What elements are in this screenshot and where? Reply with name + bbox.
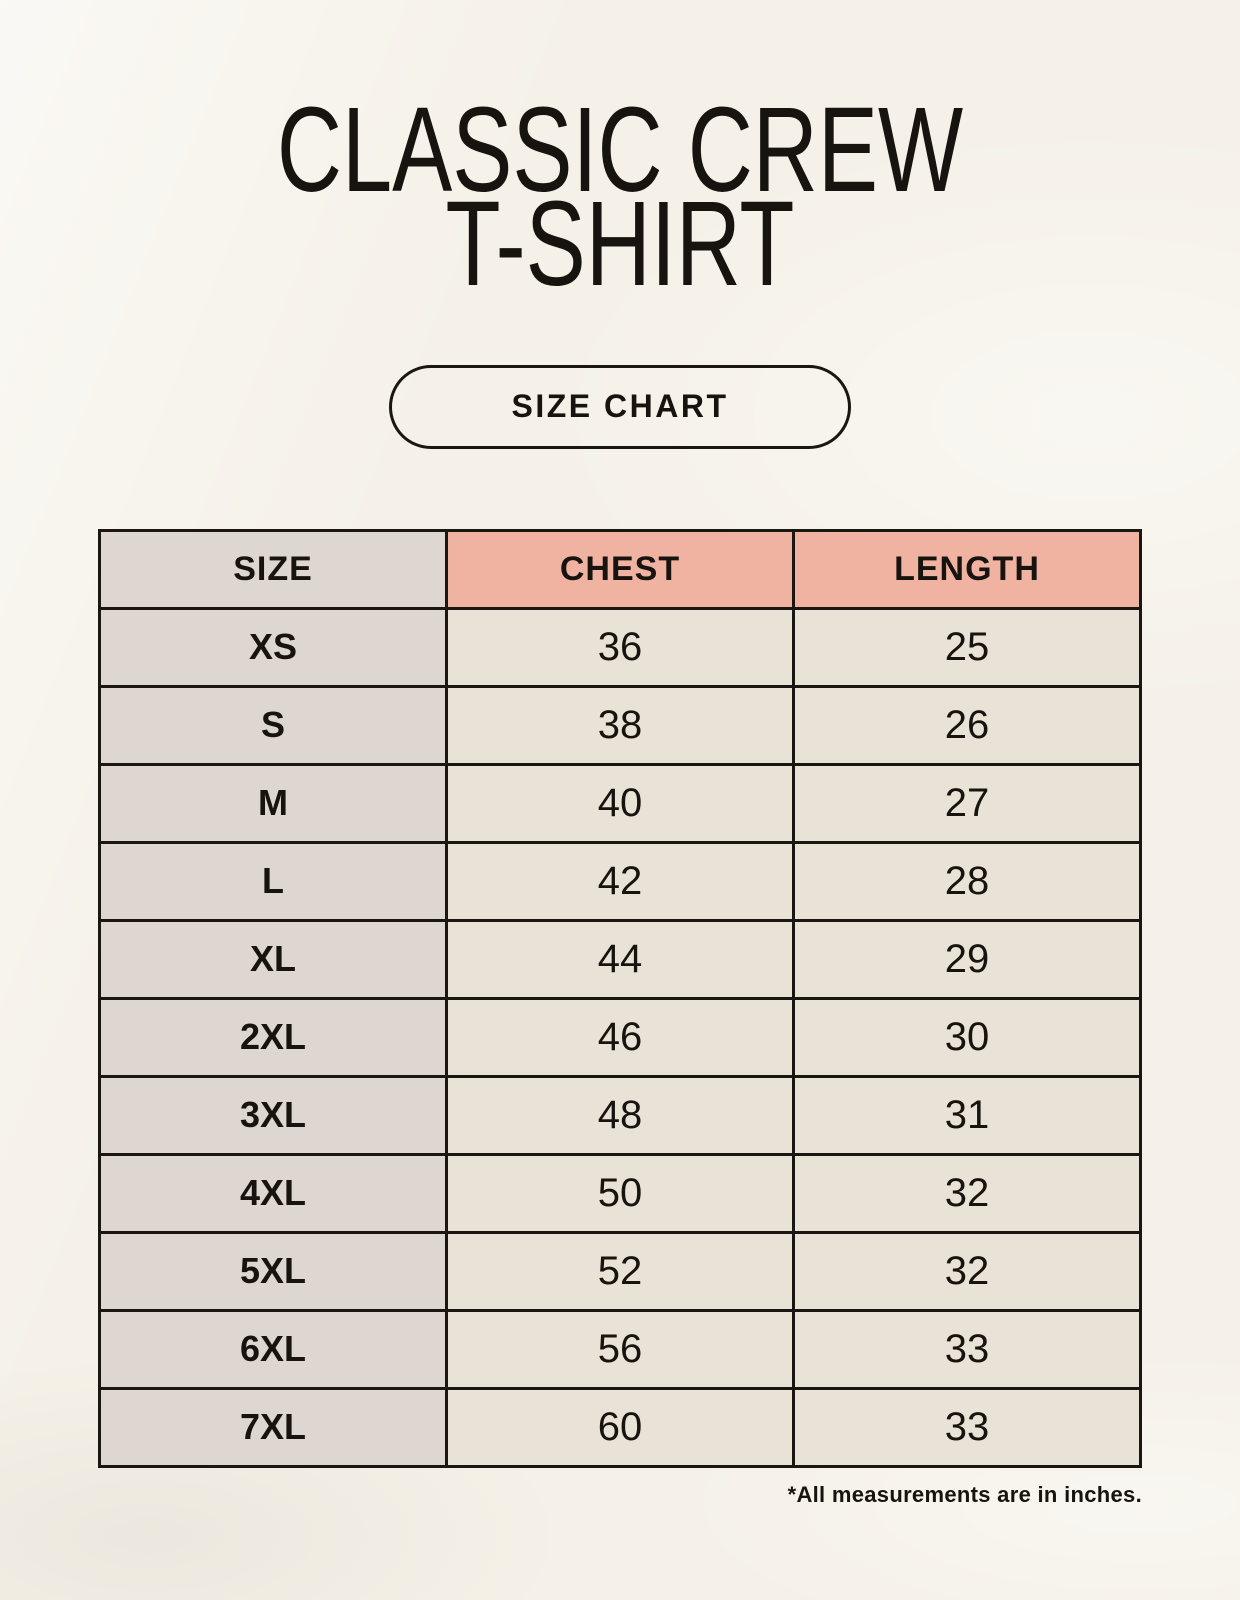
size-cell: XL	[98, 918, 448, 1000]
size-cell: 4XL	[98, 1152, 448, 1234]
chest-cell: 36	[445, 606, 795, 688]
table-row: 7XL 60 33	[98, 1386, 1142, 1468]
length-cell: 33	[792, 1386, 1142, 1468]
size-cell: M	[98, 762, 448, 844]
page-title-line1: CLASSIC CREW	[276, 81, 964, 217]
column-header-length: LENGTH	[792, 528, 1142, 610]
chest-cell: 42	[445, 840, 795, 922]
size-chart-button-label: SIZE CHART	[511, 388, 729, 425]
measurements-footnote: *All measurements are in inches.	[787, 1481, 1142, 1507]
chest-cell: 44	[445, 918, 795, 1000]
size-cell: S	[98, 684, 448, 766]
length-cell: 27	[792, 762, 1142, 844]
size-cell: 2XL	[98, 996, 448, 1078]
chest-cell: 60	[445, 1386, 795, 1468]
length-cell: 32	[792, 1230, 1142, 1312]
size-cell: 5XL	[98, 1230, 448, 1312]
size-cell: 6XL	[98, 1308, 448, 1390]
size-cell: L	[98, 840, 448, 922]
chest-cell: 40	[445, 762, 795, 844]
chest-cell: 50	[445, 1152, 795, 1234]
page-title-line2: T-SHIRT	[445, 175, 795, 312]
chest-cell: 46	[445, 996, 795, 1078]
length-cell: 28	[792, 840, 1142, 922]
size-chart-header: SIZE CHEST LENGTH	[98, 528, 1142, 610]
length-cell: 25	[792, 606, 1142, 688]
table-row: 4XL 50 32	[98, 1152, 1142, 1234]
chest-cell: 48	[445, 1074, 795, 1156]
length-cell: 30	[792, 996, 1142, 1078]
table-row: 5XL 52 32	[98, 1230, 1142, 1312]
table-row: XL 44 29	[98, 918, 1142, 1000]
chest-cell: 38	[445, 684, 795, 766]
length-cell: 32	[792, 1152, 1142, 1234]
table-row: M 40 27	[98, 762, 1142, 844]
size-cell: 7XL	[98, 1386, 448, 1468]
length-cell: 33	[792, 1308, 1142, 1390]
table-row: L 42 28	[98, 840, 1142, 922]
size-cell: XS	[98, 606, 448, 688]
table-row: 3XL 48 31	[98, 1074, 1142, 1156]
table-row: S 38 26	[98, 684, 1142, 766]
table-row: XS 36 25	[98, 606, 1142, 688]
page-title: CLASSIC CREW T-SHIRT	[158, 81, 1082, 312]
length-cell: 31	[792, 1074, 1142, 1156]
column-header-size: SIZE	[98, 528, 448, 610]
column-header-chest: CHEST	[445, 528, 795, 610]
chest-cell: 52	[445, 1230, 795, 1312]
size-chart-body: XS 36 25 S 38 26 M 40 27 L 42 28 XL 44 29 2XL 46 30 3XL 48 3…	[98, 606, 1142, 1468]
size-chart-section: SIZE CHEST LENGTH XS 36 25 S 38 26 M 40 27 L 42 28 X…	[98, 528, 1142, 1508]
header-row: SIZE CHEST LENGTH	[98, 528, 1142, 610]
size-cell: 3XL	[98, 1074, 448, 1156]
length-cell: 26	[792, 684, 1142, 766]
table-row: 6XL 56 33	[98, 1308, 1142, 1390]
size-chart-button[interactable]: SIZE CHART	[389, 364, 851, 449]
chest-cell: 56	[445, 1308, 795, 1390]
table-row: 2XL 46 30	[98, 996, 1142, 1078]
size-chart-table: SIZE CHEST LENGTH XS 36 25 S 38 26 M 40 27 L 42 28 X…	[98, 528, 1142, 1468]
length-cell: 29	[792, 918, 1142, 1000]
